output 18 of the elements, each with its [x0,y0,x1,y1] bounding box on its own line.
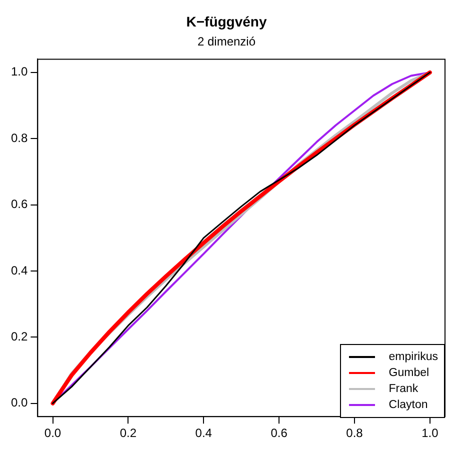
y-tick-label: 0.4 [10,263,28,278]
legend-label: Frank [388,382,418,397]
x-tick-label: 0.4 [195,426,212,440]
y-tick-label: 0.6 [10,197,28,212]
x-tick-label: 0.6 [270,426,288,440]
x-tick-label: 1.0 [422,426,439,440]
legend-label: Gumbel [388,366,430,381]
x-tick-label: 0.0 [44,426,62,440]
y-tick-label: 1.0 [10,64,28,79]
legend-label: Clayton [388,398,428,413]
x-tick-label: 0.8 [346,426,364,440]
legend-label: empirikus [388,350,438,365]
chart-subtitle: 2 dimenzió [197,34,256,48]
x-tick-label: 0.2 [120,426,137,440]
chart-title: K−függvény [186,13,267,30]
y-tick-label: 0.2 [10,329,28,344]
y-tick-label: 0.8 [10,130,28,145]
y-tick-label: 0.0 [10,396,28,410]
